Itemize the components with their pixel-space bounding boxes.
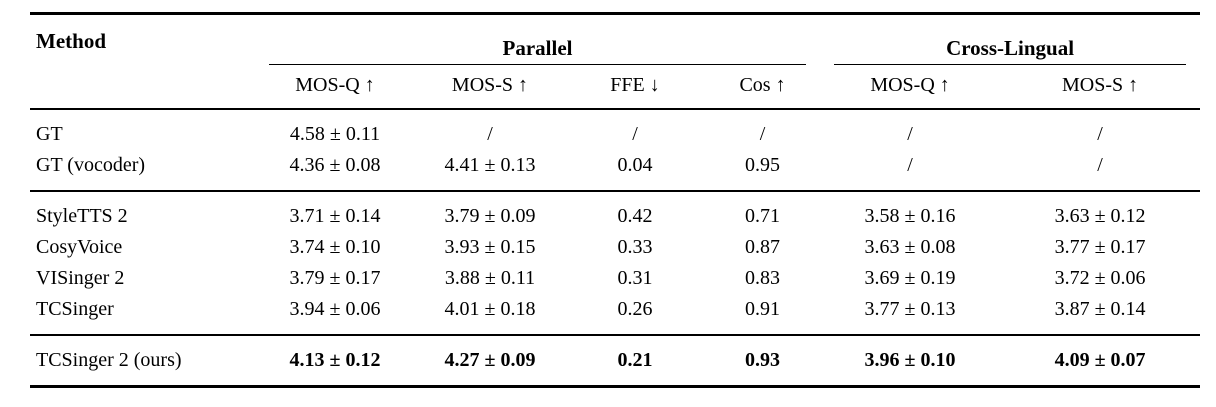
- col-header-ffe: FFE ↓: [610, 74, 660, 96]
- value-cell: /: [1097, 123, 1103, 145]
- value-cell: 0.26: [617, 298, 653, 320]
- value-cell: /: [487, 123, 493, 145]
- col-header-cross-lingual-mos-q: MOS-Q ↑: [870, 74, 950, 96]
- value-cell: 0.95: [745, 154, 781, 176]
- value-cell: 3.63 ± 0.12: [1054, 205, 1146, 227]
- value-cell: 4.36 ± 0.08: [289, 154, 381, 176]
- value-cell: 4.01 ± 0.18: [444, 298, 536, 320]
- value-cell: 3.88 ± 0.11: [444, 267, 536, 289]
- value-cell: 4.27 ± 0.09: [444, 349, 536, 371]
- value-cell: /: [632, 123, 638, 145]
- value-cell: 3.72 ± 0.06: [1054, 267, 1146, 289]
- value-cell: 0.83: [745, 267, 781, 289]
- method-cell: TCSinger: [36, 298, 114, 320]
- value-cell: 0.33: [617, 236, 653, 258]
- group-header-parallel: Parallel: [255, 14, 820, 65]
- value-cell: 4.13 ± 0.12: [289, 349, 381, 371]
- value-cell: /: [759, 123, 766, 145]
- method-cell: CosyVoice: [36, 236, 123, 258]
- value-cell: 0.21: [617, 349, 653, 371]
- group-label-parallel: Parallel: [502, 36, 573, 60]
- method-cell: GT (vocoder): [36, 154, 146, 176]
- table-header: Method Parallel Cross-Lingual MOS-Q ↑ MO…: [30, 14, 1201, 109]
- method-column-header: Method: [36, 29, 106, 53]
- value-cell: 3.77 ± 0.13: [864, 298, 956, 320]
- value-cell: 3.94 ± 0.06: [289, 298, 381, 320]
- method-cell: StyleTTS 2: [36, 205, 128, 227]
- section-ground-truth: GT 4.58 ± 0.11 / / / / / GT (vocoder) 4.…: [30, 109, 1200, 191]
- value-cell: 4.41 ± 0.13: [444, 154, 536, 176]
- value-cell: 3.87 ± 0.14: [1054, 298, 1146, 320]
- method-cell: TCSinger 2 (ours): [36, 349, 182, 371]
- value-cell: 0.91: [745, 298, 781, 320]
- parallel-group-underline: [269, 64, 807, 65]
- value-cell: 3.77 ± 0.17: [1054, 236, 1146, 258]
- value-cell: /: [1097, 154, 1103, 176]
- value-cell: 3.79 ± 0.17: [289, 267, 381, 289]
- value-cell: 3.63 ± 0.08: [864, 236, 956, 258]
- value-cell: 0.31: [617, 267, 653, 289]
- table-row-visinger2: VISinger 2 3.79 ± 0.17 3.88 ± 0.11 0.31 …: [30, 263, 1200, 294]
- metric-header-row: MOS-Q ↑ MOS-S ↑ FFE ↓ Cos ↑ MOS-Q ↑ MOS-…: [30, 65, 1200, 109]
- value-cell: 4.09 ± 0.07: [1054, 349, 1146, 371]
- value-cell: 3.71 ± 0.14: [289, 205, 381, 227]
- value-cell: 3.93 ± 0.15: [444, 236, 536, 258]
- value-cell: 3.74 ± 0.10: [289, 236, 381, 258]
- cross-lingual-group-underline: [834, 64, 1187, 65]
- table-row-tcsinger2-ours: TCSinger 2 (ours) 4.13 ± 0.12 4.27 ± 0.0…: [30, 335, 1200, 387]
- col-header-cross-lingual-mos-s: MOS-S ↑: [1061, 74, 1139, 96]
- method-cell: VISinger 2: [36, 267, 125, 289]
- col-header-cos: Cos ↑: [739, 74, 786, 96]
- value-cell: 3.96 ± 0.10: [864, 349, 956, 371]
- group-header-row: Method Parallel Cross-Lingual: [30, 14, 1200, 65]
- value-cell: 3.58 ± 0.16: [864, 205, 956, 227]
- group-label-cross-lingual: Cross-Lingual: [946, 36, 1075, 60]
- table-row-styletts2: StyleTTS 2 3.71 ± 0.14 3.79 ± 0.09 0.42 …: [30, 191, 1200, 232]
- value-cell: 0.42: [617, 205, 653, 227]
- col-header-parallel-mos-q: MOS-Q ↑: [295, 74, 375, 96]
- value-cell: 0.71: [745, 205, 781, 227]
- value-cell: 0.93: [745, 349, 781, 371]
- value-cell: 0.04: [617, 154, 653, 176]
- value-cell: 4.58 ± 0.11: [289, 123, 381, 145]
- method-cell: GT: [36, 123, 63, 145]
- value-cell: 3.79 ± 0.09: [444, 205, 536, 227]
- group-header-cross-lingual: Cross-Lingual: [820, 14, 1200, 65]
- value-cell: 3.69 ± 0.19: [864, 267, 956, 289]
- value-cell: 0.87: [745, 236, 781, 258]
- table-row-gt-vocoder: GT (vocoder) 4.36 ± 0.08 4.41 ± 0.13 0.0…: [30, 150, 1200, 191]
- table-row-gt: GT 4.58 ± 0.11 / / / / /: [30, 109, 1200, 150]
- table-row-cosyvoice: CosyVoice 3.74 ± 0.10 3.93 ± 0.15 0.33 0…: [30, 232, 1200, 263]
- results-table-container: Method Parallel Cross-Lingual MOS-Q ↑ MO…: [30, 12, 1201, 388]
- section-ours: TCSinger 2 (ours) 4.13 ± 0.12 4.27 ± 0.0…: [30, 335, 1201, 387]
- table-row-tcsinger: TCSinger 3.94 ± 0.06 4.01 ± 0.18 0.26 0.…: [30, 294, 1200, 335]
- section-baselines: StyleTTS 2 3.71 ± 0.14 3.79 ± 0.09 0.42 …: [30, 191, 1201, 335]
- results-table: Method Parallel Cross-Lingual MOS-Q ↑ MO…: [30, 12, 1201, 388]
- value-cell: /: [907, 123, 913, 145]
- col-header-parallel-mos-s: MOS-S ↑: [451, 74, 529, 96]
- value-cell: /: [907, 154, 913, 176]
